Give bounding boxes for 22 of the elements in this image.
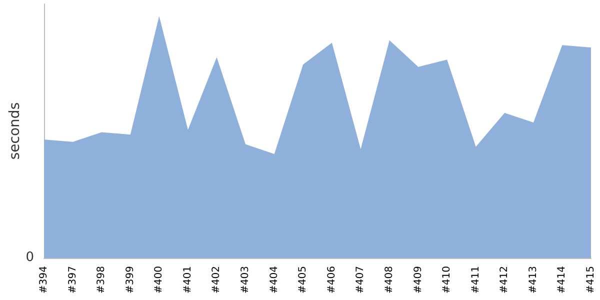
x-tick-label: #400 [154, 266, 165, 294]
y-axis-title: seconds [7, 102, 23, 160]
x-tick-label: #408 [384, 266, 395, 294]
text: 0 [26, 250, 34, 265]
x-tick-label: #401 [182, 266, 194, 294]
x-tick-label: #406 [326, 266, 338, 294]
x-tick-label: #398 [96, 266, 108, 294]
x-tick-label: #403 [240, 266, 252, 294]
x-tick-label: #407 [355, 266, 366, 294]
x-tick-label: #399 [124, 266, 136, 294]
x-tick-label: #412 [499, 266, 510, 294]
x-tick-label: #413 [528, 266, 539, 294]
x-tick-label: #404 [268, 266, 280, 294]
x-tick-label: #415 [586, 266, 596, 294]
x-tick-label: #402 [211, 266, 222, 294]
x-tick-label: #409 [412, 266, 424, 294]
x-tick-label: #410 [442, 266, 453, 294]
x-tick-label: #397 [67, 266, 78, 294]
x-tick-label: #414 [556, 266, 568, 294]
x-tick-label: #405 [298, 266, 309, 294]
x-tick-label: #411 [470, 266, 482, 294]
x-tick-label: #394 [38, 266, 50, 294]
